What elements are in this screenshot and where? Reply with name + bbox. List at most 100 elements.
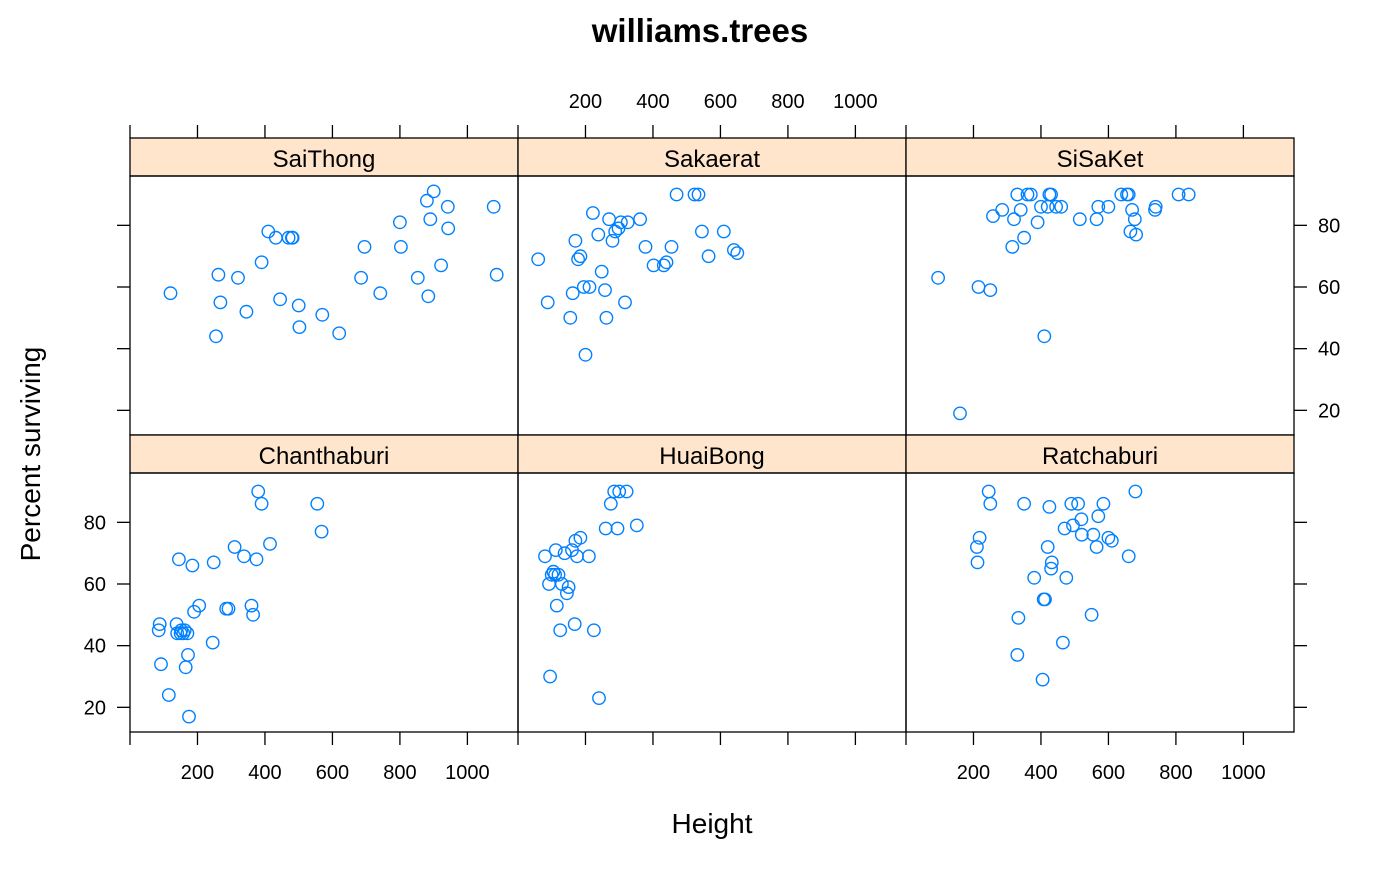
data-point (206, 555, 221, 570)
panel-frame (517, 175, 907, 436)
data-point (633, 212, 647, 227)
x-tick-label-bottom: 1000 (445, 762, 490, 784)
panel-chanthaburi: Chanthaburi (129, 434, 519, 733)
panel-strip-label: Sakaerat (664, 146, 760, 173)
data-point (646, 258, 661, 273)
panel-saithong: SaiThong (129, 137, 519, 436)
data-point (434, 258, 448, 273)
data-point (239, 304, 254, 319)
data-point (1030, 215, 1045, 230)
data-point (273, 292, 287, 307)
data-point (332, 326, 347, 341)
data-point (664, 239, 679, 254)
data-point (695, 224, 709, 239)
data-point (227, 540, 242, 554)
data-point (618, 295, 632, 310)
data-point (549, 598, 564, 613)
data-point (1020, 187, 1035, 202)
data-point (560, 586, 574, 601)
data-point (592, 691, 606, 705)
data-point (557, 546, 572, 561)
data-point (182, 709, 196, 724)
data-point (489, 267, 504, 282)
data-point (981, 484, 996, 499)
data-point (614, 215, 628, 230)
data-point (591, 227, 606, 242)
data-point (1064, 496, 1079, 511)
data-point (1171, 187, 1186, 202)
y-axis-label: Percent surviving (15, 347, 46, 562)
data-point (268, 230, 283, 245)
data-point (1010, 187, 1025, 202)
x-tick-label-top: 200 (569, 91, 602, 113)
data-point (1027, 570, 1042, 585)
data-point (578, 347, 593, 362)
data-point (582, 549, 596, 564)
data-point (419, 193, 434, 208)
data-point (249, 552, 264, 567)
panel-strip-label: HuaiBong (659, 443, 764, 470)
data-point (1072, 212, 1087, 227)
data-point (180, 626, 195, 641)
data-point (315, 307, 330, 322)
data-point (357, 239, 372, 254)
data-point (237, 549, 251, 564)
x-tick-label-top: 400 (636, 91, 669, 113)
x-tick-label-bottom: 1000 (1221, 762, 1266, 784)
data-point (254, 255, 269, 270)
data-point (392, 215, 407, 230)
x-tick-label-bottom: 800 (1159, 762, 1192, 784)
data-point (567, 617, 582, 631)
panel-strip (129, 137, 519, 177)
data-point (531, 252, 546, 267)
data-point (1104, 533, 1119, 548)
panel-sakaerat: Sakaerat (517, 137, 907, 436)
data-point (586, 206, 600, 220)
data-point (1017, 496, 1031, 511)
data-point (1071, 496, 1086, 511)
data-point (656, 258, 671, 273)
x-tick-label-bottom: 200 (957, 762, 990, 784)
y-tick-label-left: 20 (84, 697, 106, 719)
panel-frame (517, 472, 907, 733)
data-point (587, 623, 601, 638)
data-point (1049, 199, 1064, 214)
data-point (170, 626, 185, 641)
x-tick-label-bottom: 400 (248, 762, 281, 784)
y-tick-label-right: 20 (1318, 400, 1340, 422)
data-point (565, 286, 580, 301)
data-point (687, 187, 702, 202)
data-point (995, 202, 1010, 217)
data-point (1038, 592, 1052, 607)
data-point (716, 224, 731, 239)
data-point (573, 530, 588, 545)
data-point (1054, 199, 1069, 214)
panel-strip-label: SaiThong (273, 146, 376, 173)
x-tick-label-top: 800 (771, 91, 804, 113)
data-point (1007, 212, 1021, 227)
x-tick-label-bottom: 200 (181, 762, 214, 784)
data-point (1101, 530, 1116, 545)
data-point (151, 623, 166, 638)
y-tick-label-left: 40 (84, 636, 106, 658)
x-tick-label-top: 1000 (833, 91, 878, 113)
data-point (281, 230, 296, 245)
data-point (571, 252, 585, 267)
data-point (1023, 187, 1038, 202)
data-point (730, 246, 745, 261)
panel-frame (129, 472, 519, 733)
panel-strip (517, 434, 907, 474)
data-point (209, 329, 223, 344)
data-point (629, 518, 644, 533)
data-point (221, 601, 236, 616)
data-point (1101, 199, 1116, 214)
data-point (619, 484, 634, 499)
panel-frame (129, 175, 519, 436)
data-point (538, 549, 552, 564)
data-point (1074, 512, 1089, 527)
data-point (192, 598, 207, 613)
y-tick-label-right: 60 (1318, 277, 1340, 299)
data-point (410, 270, 425, 285)
data-point (423, 212, 438, 227)
